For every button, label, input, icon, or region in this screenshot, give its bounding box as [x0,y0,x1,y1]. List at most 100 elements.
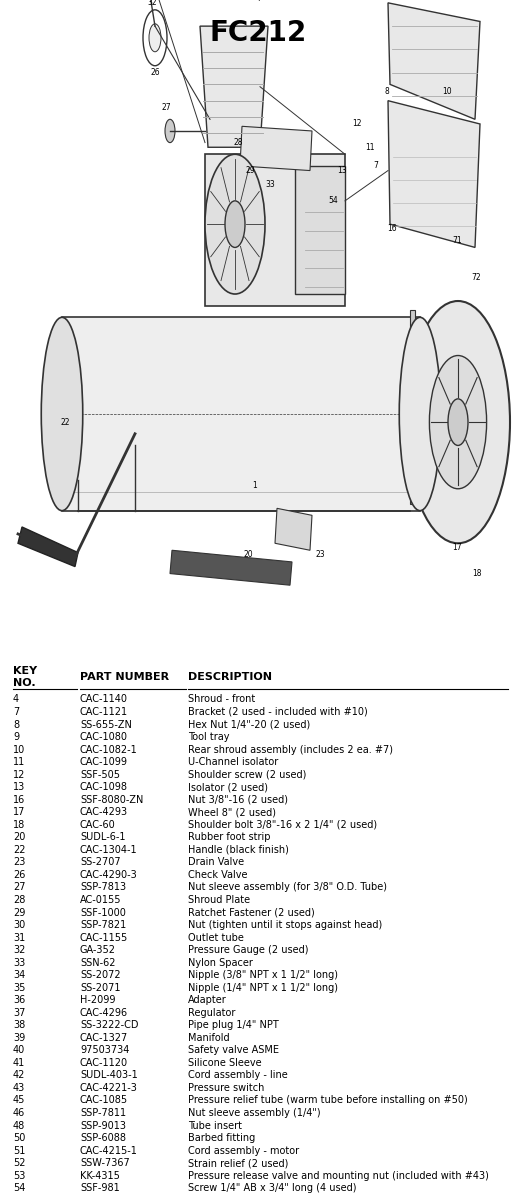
Polygon shape [388,2,480,119]
Text: Tool tray: Tool tray [188,732,230,742]
Text: 22: 22 [13,845,25,855]
Text: 46: 46 [13,1108,25,1118]
Text: Drain Valve: Drain Valve [188,857,245,868]
Text: CAC-4221-3: CAC-4221-3 [80,1083,138,1093]
Text: Nut sleeve assembly (1/4"): Nut sleeve assembly (1/4") [188,1108,321,1118]
Text: 97503734: 97503734 [80,1046,130,1055]
Circle shape [149,24,161,52]
Text: 1: 1 [253,481,257,489]
Text: Pressure Gauge (2 used): Pressure Gauge (2 used) [188,945,309,956]
Text: Pressure relief tube (warm tube before installing on #50): Pressure relief tube (warm tube before i… [188,1095,468,1106]
Circle shape [225,201,245,248]
Text: 8: 8 [384,87,390,96]
Text: KK-4315: KK-4315 [80,1171,120,1180]
Text: 4: 4 [255,0,261,2]
Text: Shroud - front: Shroud - front [188,695,255,704]
Circle shape [406,300,510,543]
Text: Nipple (1/4" NPT x 1 1/2" long): Nipple (1/4" NPT x 1 1/2" long) [188,983,338,993]
Text: SUDL-403-1: SUDL-403-1 [80,1071,138,1081]
Text: Bracket (2 used - included with #10): Bracket (2 used - included with #10) [188,707,368,718]
Polygon shape [388,101,480,248]
Text: CAC-1140: CAC-1140 [80,695,128,704]
Text: 9: 9 [13,732,19,742]
Text: CAC-1121: CAC-1121 [80,707,128,718]
Text: 51: 51 [13,1146,25,1155]
Text: Silicone Sleeve: Silicone Sleeve [188,1058,262,1067]
Ellipse shape [41,317,83,511]
Text: Wheel 8" (2 used): Wheel 8" (2 used) [188,808,277,817]
Text: Strain relief (2 used): Strain relief (2 used) [188,1159,289,1168]
Text: Barbed fitting: Barbed fitting [188,1133,255,1143]
Text: 17: 17 [452,543,462,553]
Text: 37: 37 [13,1007,25,1018]
Text: 39: 39 [13,1033,25,1043]
Text: CAC-1082-1: CAC-1082-1 [80,744,138,755]
Ellipse shape [399,317,441,511]
Text: 33: 33 [265,180,275,189]
Text: CAC-4293: CAC-4293 [80,808,128,817]
Circle shape [205,154,265,294]
Text: SSW-7367: SSW-7367 [80,1159,130,1168]
Text: CAC-60: CAC-60 [80,820,116,829]
Text: Adapter: Adapter [188,995,227,1005]
Text: 8: 8 [13,720,19,730]
Text: Cord assembly - motor: Cord assembly - motor [188,1146,299,1155]
Text: U-Channel isolator: U-Channel isolator [188,757,279,767]
Polygon shape [295,166,345,294]
Text: 10: 10 [442,87,452,96]
Text: 41: 41 [13,1058,25,1067]
Polygon shape [62,317,420,511]
Text: SSF-1000: SSF-1000 [80,908,126,917]
Text: KEY: KEY [13,666,37,676]
Text: 36: 36 [13,995,25,1005]
Polygon shape [205,154,345,305]
Text: CAC-4215-1: CAC-4215-1 [80,1146,138,1155]
Text: 18: 18 [13,820,25,829]
Text: 7: 7 [13,707,19,718]
Circle shape [143,10,167,66]
Text: SSP-7811: SSP-7811 [80,1108,126,1118]
Text: 28: 28 [13,895,25,905]
Text: 71: 71 [452,236,462,245]
Text: 26: 26 [150,69,160,77]
Text: SSF-981: SSF-981 [80,1183,120,1194]
Text: Ratchet Fastener (2 used): Ratchet Fastener (2 used) [188,908,315,917]
Text: Rubber foot strip: Rubber foot strip [188,832,271,843]
Text: 34: 34 [13,970,25,980]
Text: 20: 20 [13,832,25,843]
Text: 40: 40 [13,1046,25,1055]
Text: 27: 27 [161,103,171,112]
Text: 53: 53 [13,1171,25,1180]
Text: CAC-4290-3: CAC-4290-3 [80,870,138,880]
Text: SS-2072: SS-2072 [80,970,121,980]
Text: CAC-1327: CAC-1327 [80,1033,128,1043]
Text: PART NUMBER: PART NUMBER [80,672,169,682]
Text: CAC-4296: CAC-4296 [80,1007,128,1018]
Text: SSN-62: SSN-62 [80,958,116,968]
Text: 11: 11 [13,757,25,767]
Text: SUDL-6-1: SUDL-6-1 [80,832,125,843]
Text: 27: 27 [13,882,25,892]
Text: 54: 54 [13,1183,25,1194]
Text: 29: 29 [13,908,25,917]
Text: 50: 50 [13,1133,25,1143]
Text: 33: 33 [13,958,25,968]
Text: Nylon Spacer: Nylon Spacer [188,958,253,968]
Text: 7: 7 [374,161,378,171]
Text: CAC-1304-1: CAC-1304-1 [80,845,138,855]
Text: Isolator (2 used): Isolator (2 used) [188,783,268,792]
Text: 4: 4 [13,695,19,704]
Polygon shape [18,526,78,566]
Text: Rear shroud assembly (includes 2 ea. #7): Rear shroud assembly (includes 2 ea. #7) [188,744,393,755]
Text: SSP-7813: SSP-7813 [80,882,126,892]
Text: Nut 3/8"-16 (2 used): Nut 3/8"-16 (2 used) [188,795,288,804]
Text: Shoulder screw (2 used): Shoulder screw (2 used) [188,769,307,780]
Text: SS-3222-CD: SS-3222-CD [80,1020,138,1030]
Text: 12: 12 [352,119,362,129]
Polygon shape [410,310,415,504]
Circle shape [165,119,175,143]
Text: 32: 32 [13,945,25,956]
Text: Nipple (3/8" NPT x 1 1/2" long): Nipple (3/8" NPT x 1 1/2" long) [188,970,338,980]
Text: AC-0155: AC-0155 [80,895,121,905]
Text: 13: 13 [337,166,347,175]
